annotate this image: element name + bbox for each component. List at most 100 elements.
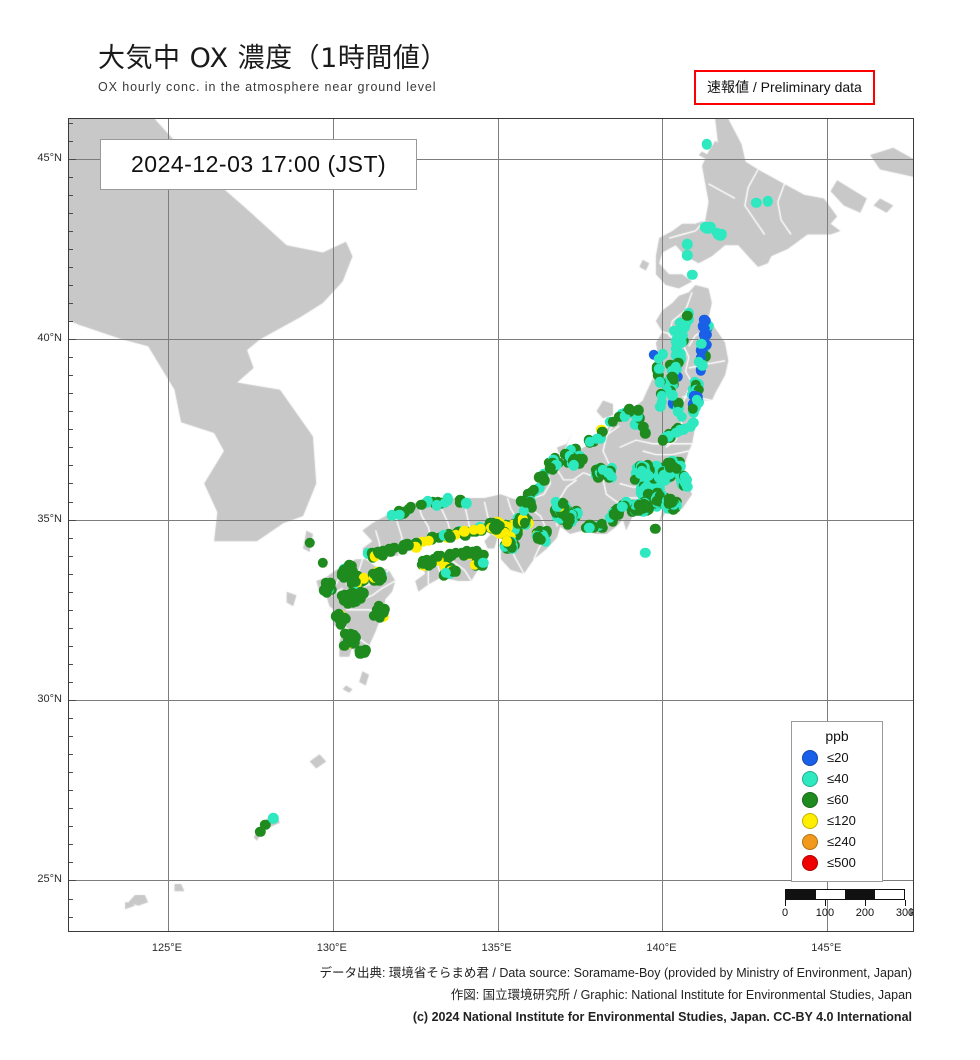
y-axis-tick [69,339,76,341]
station-marker [657,349,669,360]
timestamp-box: 2024-12-03 17:00 (JST) [100,139,418,190]
station-marker [653,369,664,381]
station-marker [597,426,608,437]
station-marker [617,501,628,513]
legend-label: ≤120 [827,813,856,828]
scale-bar-label: 0 [781,907,789,919]
station-marker [716,229,727,240]
station-marker [636,466,648,477]
x-axis-minor-tick [564,931,565,932]
station-marker [667,390,678,401]
station-marker [317,557,329,569]
y-axis-minor-tick [69,916,73,918]
station-marker [557,498,568,509]
scale-bar: 0 100 200 300km [781,889,913,921]
y-axis-minor-tick [69,591,73,593]
y-axis-label: 35°N [37,512,62,525]
x-axis-minor-tick [761,931,762,932]
station-marker [403,503,415,515]
station-marker [519,517,530,528]
station-marker [656,390,667,401]
scale-bar-ticks [785,900,906,906]
x-axis-minor-tick [844,931,845,932]
station-marker [568,459,580,471]
legend-swatch-icon [802,770,818,787]
x-axis-tick [498,931,499,932]
station-marker [653,353,665,365]
map-frame[interactable]: 2024-12-03 17:00 (JST) ppb ≤20 ≤40 ≤60 ≤120… [68,118,914,932]
x-axis-tick [662,931,663,932]
station-marker [696,338,707,349]
station-marker [688,417,699,428]
station-marker [350,576,361,588]
station-marker [695,365,707,376]
scale-bar-tick [864,900,866,906]
y-axis-minor-tick [69,266,73,268]
station-marker [440,567,451,579]
y-axis-tick [69,700,76,702]
y-axis-minor-tick [69,285,73,286]
station-marker [461,498,472,509]
station-marker [672,406,684,417]
x-axis-minor-tick [267,931,268,932]
x-axis-minor-tick [234,931,235,932]
station-marker [630,418,641,430]
station-marker [509,524,521,535]
x-axis-tick [168,931,169,932]
station-marker [551,459,562,470]
station-marker [375,568,387,579]
gridline-horizontal [69,158,913,160]
station-marker [630,504,641,516]
station-marker [565,445,576,456]
station-marker [336,612,347,623]
legend-swatch-icon [802,749,818,766]
station-marker [377,603,388,615]
legend-title: ppb [825,728,849,744]
x-axis-tick [333,931,334,932]
y-axis-label: 45°N [37,151,62,164]
legend-swatch-icon [802,812,818,829]
station-marker [577,454,589,465]
gridline-vertical [662,119,664,931]
x-axis-minor-tick [893,931,894,932]
station-marker [674,333,685,345]
x-axis-minor-tick [349,931,350,932]
station-marker [679,471,691,483]
station-marker [423,535,434,546]
x-axis-minor-tick [481,931,482,932]
legend-item: ≤120 [792,810,882,831]
station-marker [535,534,546,545]
legend-swatch-icon [802,854,818,871]
scale-bar-unit: km [910,907,913,919]
y-axis-minor-tick [69,212,73,214]
scale-seg-4 [874,890,904,899]
y-axis-minor-tick [69,555,73,557]
x-axis-minor-tick [860,931,861,932]
station-marker [680,477,691,489]
x-axis-tick [827,931,828,932]
y-axis-minor-tick [69,357,73,359]
x-axis-minor-tick [629,931,630,932]
x-axis-minor-tick [547,931,548,932]
station-marker [478,557,489,569]
y-axis-minor-tick [69,122,73,124]
y-axis-label: 25°N [37,873,62,886]
station-marker [369,568,380,580]
station-marker [632,410,643,422]
x-axis-minor-tick [184,931,185,932]
scale-bar-label: 100 [815,907,835,919]
station-marker [634,500,645,511]
x-axis-minor-tick [514,931,515,932]
y-axis-minor-tick [69,844,73,846]
scale-bar-tick [905,900,906,906]
x-axis-minor-tick [695,931,696,932]
station-marker [574,458,585,470]
station-marker [541,526,553,537]
station-marker [596,518,608,530]
gridline-vertical [827,119,829,931]
y-axis-minor-tick [69,826,73,828]
x-axis-minor-tick [102,931,103,932]
scale-bar-tick [824,900,826,906]
station-marker [664,462,676,473]
y-axis-minor-tick [69,483,73,485]
